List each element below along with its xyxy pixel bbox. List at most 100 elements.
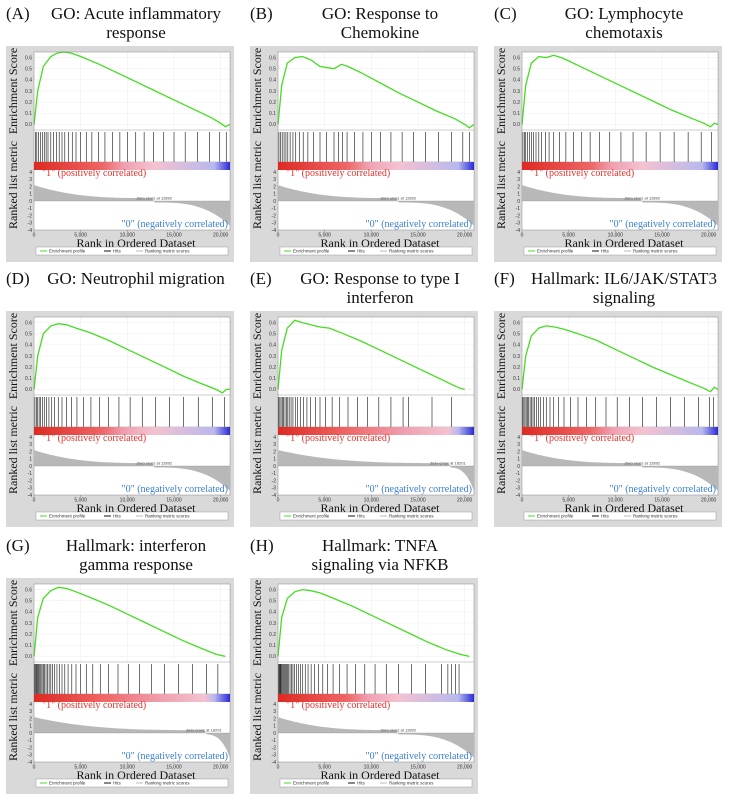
gsea-plot-frame: 0.6 0.5 0.4 0.3 0.2 0.1 0.0 4 3 2 1 0 -1 -2 -3 -4 "1" (p… [6,578,234,794]
metric-tick-label: -2 [28,478,33,484]
gsea-plot-frame: 0.6 0.5 0.4 0.3 0.2 0.1 0.0 4 3 2 1 0 -1 -2 -3 -4 "1" (p… [494,311,722,527]
ranking-color-bar [278,694,474,702]
x-tick-label: 15,000 [654,233,670,239]
legend-item: Enrichment profile [293,514,330,519]
legend: Enrichment profile Hits Ranking metric sco… [279,778,473,788]
positive-correlation-label: "1" (positively correlated) [530,168,634,179]
metric-tick-label: 4 [29,435,32,441]
es-tick-label: 0.0 [269,387,276,393]
negative-correlation-label: "0" (negatively correlated) [610,484,716,495]
metric-tick-label: 2 [517,184,520,190]
x-tick-label: 15,000 [166,233,182,239]
negative-correlation-label: "0" (negatively correlated) [366,484,472,495]
metric-tick-label: -3 [272,753,277,759]
legend-item: Enrichment profile [293,249,330,254]
zero-cross-label: Zero cross at 18201 [430,461,466,466]
gsea-plot-frame: 0.6 0.5 0.4 0.3 0.2 0.1 0.0 4 3 2 1 0 -1 -2 -3 -4 "1" (p… [250,311,478,527]
x-tick-label: 5,000 [562,498,575,504]
negative-correlation-label: "0" (negatively correlated) [122,219,228,230]
metric-tick-label: -3 [28,753,33,759]
gsea-plot-frame: 0.6 0.5 0.4 0.3 0.2 0.1 0.0 4 3 2 1 0 -1 -2 -3 -4 "1" (p… [6,46,234,262]
metric-tick-label: 4 [273,435,276,441]
es-tick-label: 0.4 [25,610,32,616]
legend-item: Hits [601,249,609,254]
es-tick-label: 0.6 [513,55,520,61]
metric-tick-label: 4 [517,170,520,176]
x-tick-label: 5,000 [562,233,575,239]
es-tick-label: 0.3 [513,354,520,360]
es-tick-label: 0.5 [25,599,32,605]
x-tick-label: 0 [277,765,280,771]
ranked-metric-area [34,717,230,758]
es-axis-label: Enrichment Score [250,48,264,134]
metric-tick-label: -1 [28,206,33,212]
x-axis-label: Rank in Ordered Dataset [77,501,197,515]
metric-axis-label: Ranked list metric [250,141,264,229]
metric-tick-label: -4 [28,228,33,234]
es-tick-label: 0.3 [269,89,276,95]
metric-tick-label: -3 [272,486,277,492]
metric-tick-label: -3 [516,221,521,227]
positive-correlation-label: "1" (positively correlated) [286,168,390,179]
positive-correlation-label: "1" (positively correlated) [286,700,390,711]
metric-axis-label: Ranked list metric [6,406,20,494]
es-tick-label: 0.4 [513,78,520,84]
metric-tick-label: 1 [273,192,276,198]
negative-correlation-label: "0" (negatively correlated) [366,751,472,762]
es-axis-label: Enrichment Score [6,48,20,134]
metric-tick-label: 0 [273,731,276,737]
es-tick-label: 0.5 [513,332,520,338]
panel-title: (D) GO: Neutrophil migration [4,265,238,311]
ranking-color-bar [34,427,230,435]
legend-item: Ranking metric scores [389,249,434,254]
x-tick-label: 20,000 [213,765,229,771]
zero-cross-label: Zero cross at 12892 [137,461,173,466]
zero-cross-label: Zero cross at 12892 [381,196,417,201]
legend-item: Ranking metric scores [389,781,434,786]
metric-tick-label: 1 [29,724,32,730]
es-tick-label: 0.5 [269,599,276,605]
panel-letter: (A) [6,4,30,23]
es-axis-label: Enrichment Score [250,313,264,399]
es-tick-label: 0.5 [513,67,520,73]
ranking-color-bar [34,694,230,702]
panel-letter: (B) [250,4,273,23]
metric-tick-label: -4 [272,760,277,766]
metric-tick-label: 2 [273,716,276,722]
es-tick-label: 0.3 [25,621,32,627]
positive-correlation-label: "1" (positively correlated) [286,433,390,444]
metric-tick-label: 0 [273,199,276,205]
title-line: interferon [346,288,414,307]
metric-axis-label: Ranked list metric [250,673,264,761]
ranking-color-bar [522,427,718,435]
legend-item: Ranking metric scores [145,781,190,786]
legend-item: Hits [357,514,365,519]
legend-box [35,246,229,256]
zero-cross-label: Zero cross at 12892 [625,461,661,466]
es-tick-label: 0.2 [25,365,32,371]
zero-cross-label: Zero cross at 12892 [625,196,661,201]
title-line: GO: Acute inflammatory [51,4,221,23]
gsea-plot-frame: 0.6 0.5 0.4 0.3 0.2 0.1 0.0 4 3 2 1 0 -1 -2 -3 -4 "1" (p… [250,578,478,794]
es-tick-label: 0.6 [269,55,276,61]
metric-tick-label: 0 [273,464,276,470]
x-tick-label: 15,000 [166,498,182,504]
legend-item: Enrichment profile [49,514,86,519]
es-curve [521,54,719,128]
negative-correlation-label: "0" (negatively correlated) [122,484,228,495]
x-tick-label: 20,000 [457,498,473,504]
metric-tick-label: 3 [29,177,32,183]
legend: Enrichment profile Hits Ranking metric sco… [523,246,717,256]
x-tick-label: 15,000 [410,233,426,239]
gsea-panel: (G) Hallmark: interferon gamma response 0.6… [4,532,238,797]
x-axis-label: Rank in Ordered Dataset [565,501,685,515]
metric-tick-label: -4 [28,493,33,499]
plot-border [521,316,719,496]
es-tick-label: 0.3 [269,354,276,360]
legend-box [35,511,229,521]
panel-title-text: Hallmark: interferon gamma response [34,536,238,574]
